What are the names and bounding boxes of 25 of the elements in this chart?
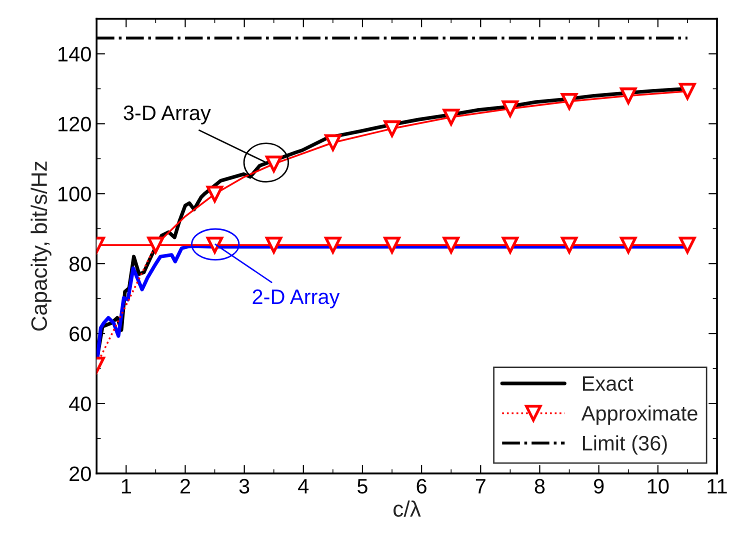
y-tick-label: 20 bbox=[70, 466, 91, 482]
x-tick-label: 1 bbox=[122, 479, 131, 494]
y-tick-label: 60 bbox=[70, 326, 91, 342]
x-tick-label: 7 bbox=[476, 479, 486, 494]
legend-label: Approximate bbox=[581, 405, 698, 425]
x-tick-label: 9 bbox=[594, 478, 604, 494]
y-tick-label: 100 bbox=[58, 186, 91, 202]
x-tick-label: 4 bbox=[298, 479, 309, 494]
x-tick-label: 10 bbox=[648, 478, 669, 494]
legend-label: Limit (36) bbox=[583, 435, 667, 455]
x-tick-label: 8 bbox=[534, 478, 545, 494]
y-tick-label: 120 bbox=[58, 116, 91, 132]
y-tick-label: 140 bbox=[58, 46, 91, 62]
x-tick-label: 3 bbox=[239, 478, 250, 494]
x-tick-label: 11 bbox=[708, 479, 727, 494]
annotation: 3-D Array bbox=[124, 105, 211, 124]
y-tick-label: 80 bbox=[69, 256, 91, 272]
x-tick-label: 5 bbox=[358, 479, 368, 494]
x-axis-title: c/λ bbox=[394, 500, 421, 517]
annotation: 2-D Array bbox=[252, 289, 340, 308]
x-tick-label: 2 bbox=[180, 478, 190, 494]
x-tick-label: 6 bbox=[416, 478, 426, 494]
y-axis-title: Capacity, bit/s/Hz bbox=[30, 162, 52, 331]
legend-label: Exact bbox=[583, 376, 634, 391]
y-tick-label: 40 bbox=[69, 396, 91, 412]
